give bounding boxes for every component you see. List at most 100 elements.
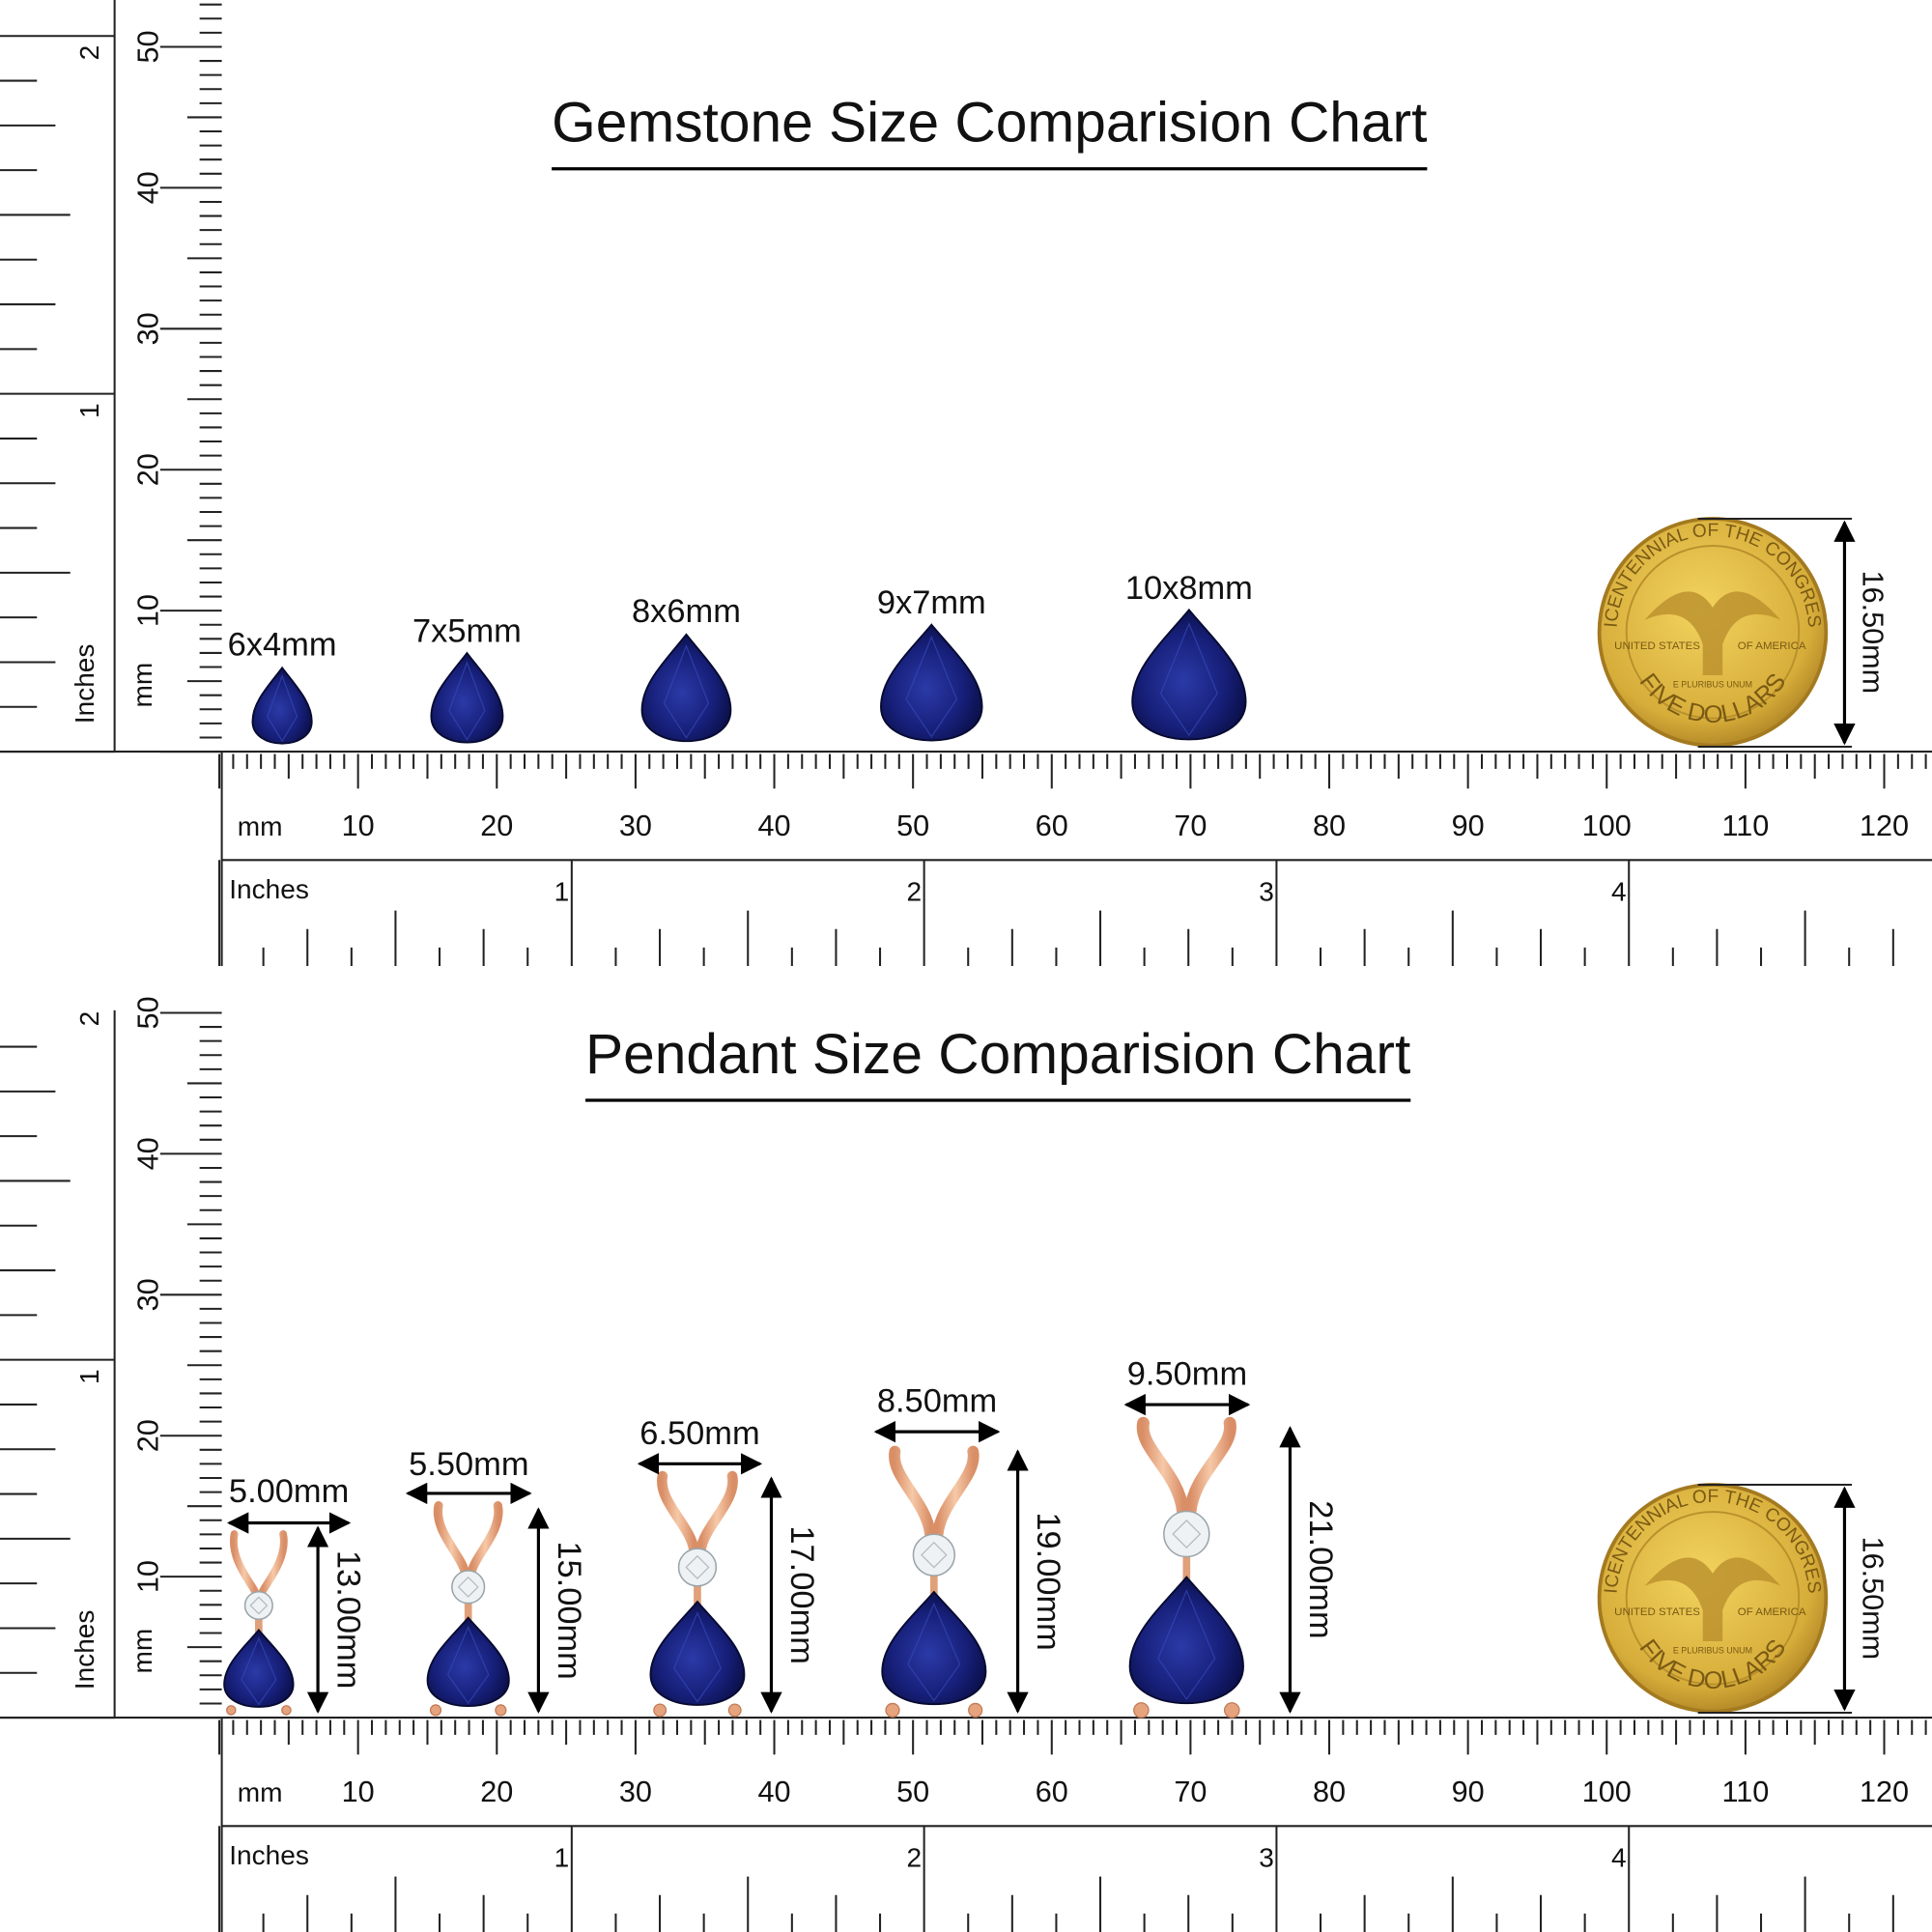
coin-left-text: UNITED STATES: [1614, 1606, 1700, 1618]
coin-right-text: OF AMERICA: [1738, 1606, 1806, 1618]
mm-label: 110: [1721, 810, 1769, 842]
mm-label: 120: [1860, 1776, 1909, 1808]
mm-label: 30: [619, 1776, 652, 1808]
vertical-mm-unit: mm: [128, 1629, 157, 1674]
gemstone: [1131, 608, 1247, 741]
chart-title: Pendant Size Comparision Chart: [585, 1023, 1410, 1086]
prong: [968, 1702, 983, 1719]
width-label: 8.50mm: [877, 1383, 997, 1420]
vertical-mm-label: 20: [131, 453, 164, 486]
mm-label: 50: [896, 810, 929, 842]
mm-label: 80: [1313, 1776, 1346, 1808]
vertical-inch-label: 2: [74, 45, 104, 61]
gemstone: [880, 623, 983, 742]
gem-facet: [446, 1625, 490, 1705]
inch-unit: Inches: [229, 874, 309, 904]
coin-size-label: 16.50mm: [1857, 1537, 1889, 1661]
coin-motto: E PLURIBUS UNUM: [1673, 680, 1752, 690]
vertical-mm-label: 20: [131, 1419, 164, 1452]
pendant-bail: [889, 1445, 936, 1541]
width-label: 6.50mm: [639, 1415, 759, 1452]
inch-label: 1: [554, 1842, 570, 1872]
gem-facet: [267, 673, 298, 743]
pendant-connector: [255, 1605, 263, 1635]
diamond: [243, 1590, 273, 1621]
pendant-bail: [433, 1501, 469, 1576]
mm-unit: mm: [238, 811, 283, 841]
gem-size-label: 10x8mm: [1125, 570, 1253, 607]
vertical-mm-label: 10: [131, 594, 164, 627]
prong: [226, 1705, 237, 1716]
height-label: 13.00mm: [329, 1550, 366, 1689]
inch-unit: Inches: [229, 1840, 309, 1870]
pendant-bail: [1183, 1416, 1236, 1518]
vertical-mm-label: 30: [131, 312, 164, 345]
pendant-bail: [258, 1530, 288, 1596]
height-label: 17.00mm: [783, 1525, 820, 1663]
coin-eagle: [1644, 1557, 1781, 1641]
mm-label: 120: [1860, 810, 1909, 842]
mm-label: 10: [342, 810, 375, 842]
pendant-bail: [931, 1445, 980, 1541]
gem-facet: [1159, 622, 1218, 737]
diamond-facet: [457, 1576, 479, 1598]
width-label: 5.00mm: [229, 1473, 349, 1510]
chart-title: Gemstone Size Comparision Chart: [552, 92, 1427, 155]
pendant-bail: [696, 1470, 738, 1554]
inch-label: 2: [906, 876, 922, 906]
prong: [281, 1705, 292, 1716]
gemstone: [649, 1600, 746, 1706]
mm-label: 20: [480, 810, 513, 842]
diamond-facet: [685, 1554, 710, 1579]
vertical-mm-label: 30: [131, 1278, 164, 1311]
mm-label: 40: [757, 1776, 790, 1808]
gemstone: [640, 633, 732, 743]
coin-right-text: OF AMERICA: [1738, 640, 1806, 652]
vertical-inch-unit: Inches: [70, 644, 99, 724]
inch-label: 4: [1611, 876, 1627, 906]
gem-size-label: 9x7mm: [877, 584, 986, 621]
vertical-mm-label: 40: [131, 171, 164, 204]
vertical-mm-unit: mm: [128, 663, 157, 708]
mm-label: 90: [1452, 810, 1485, 842]
mm-label: 90: [1452, 1776, 1485, 1808]
coin-motto: E PLURIBUS UNUM: [1673, 1646, 1752, 1656]
gem-facet: [448, 661, 486, 741]
inch-label: 4: [1611, 1842, 1627, 1872]
prong: [653, 1703, 668, 1718]
gem-facet: [663, 643, 710, 739]
inch-label: 2: [906, 1842, 922, 1872]
mm-label: 100: [1582, 1776, 1632, 1808]
prong: [885, 1702, 900, 1719]
mm-label: 80: [1313, 810, 1346, 842]
width-label: 5.50mm: [409, 1446, 528, 1483]
gem-size-label: 6x4mm: [228, 627, 337, 664]
width-label: 9.50mm: [1127, 1356, 1247, 1393]
gemstone: [1128, 1576, 1244, 1704]
mm-label: 60: [1036, 810, 1068, 842]
mm-label: 40: [757, 810, 790, 842]
coin-eagle: [1644, 591, 1781, 675]
vertical-mm-label: 40: [131, 1137, 164, 1170]
gemstone: [426, 1616, 510, 1707]
diamond: [677, 1548, 718, 1587]
gem-facet: [905, 635, 958, 738]
vertical-inch-label: 1: [74, 1369, 104, 1384]
prong: [495, 1704, 507, 1717]
diamond: [1163, 1510, 1210, 1558]
vertical-mm-label: 50: [131, 30, 164, 63]
prong: [727, 1703, 742, 1718]
gem-size-label: 7x5mm: [412, 613, 522, 650]
pendant-bail: [229, 1530, 259, 1596]
mm-label: 50: [896, 1776, 929, 1808]
gemstone: [881, 1590, 987, 1706]
gem-facet: [1157, 1589, 1216, 1701]
prong: [1133, 1702, 1150, 1719]
pendant-connector: [1182, 1534, 1191, 1582]
mm-label: 70: [1174, 810, 1207, 842]
coin-left-text: UNITED STATES: [1614, 640, 1700, 652]
pendant-connector: [464, 1586, 472, 1623]
mm-label: 100: [1582, 810, 1632, 842]
inch-label: 3: [1259, 876, 1274, 906]
